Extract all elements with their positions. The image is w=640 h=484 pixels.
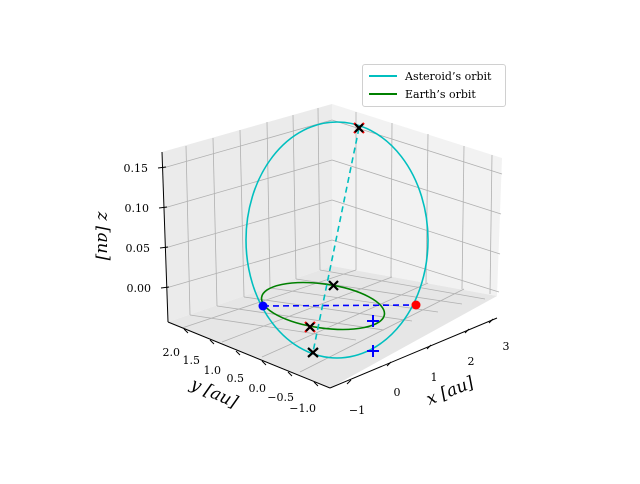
y-tick: 1.5 [183,354,201,367]
z-tick: 0.15 [124,162,149,175]
z-tick: 0.10 [125,202,150,215]
legend-swatch-asteroid [369,75,397,77]
pane-left [162,104,332,322]
legend-item-asteroid: Asteroid’s orbit [369,67,491,85]
node-line [312,127,360,353]
x-tick: 0 [394,386,401,399]
blue-plus-marker [367,315,379,327]
y-tick: 0.5 [227,372,245,385]
z-tick-labels: 0.15 0.10 0.05 0.00 [124,162,152,295]
earth-orbit [260,281,386,331]
legend: Asteroid’s orbit Earth’s orbit [362,64,506,107]
y-tick: 0.0 [249,382,267,395]
z-tick: 0.00 [127,282,152,295]
pane-right [332,104,502,296]
legend-swatch-earth [369,93,397,95]
legend-label-earth: Earth’s orbit [405,87,476,101]
aphelion-point [411,300,421,310]
z-axis-label: z [au] [93,211,113,261]
y-tick: 1.0 [204,364,222,377]
x-tick: 3 [503,340,510,353]
z-axis-line [161,151,169,323]
apsis-line [262,304,417,307]
black-x-marker [305,322,315,332]
black-x-marker [354,123,364,133]
black-x-marker [307,347,319,358]
y-tick-labels: 2.0 1.5 1.0 0.5 0.0 −0.5 −1.0 [163,346,317,415]
x-markers [304,122,365,358]
asteroid-orbit [245,121,429,359]
plus-markers [367,315,379,357]
x-tick-labels: −1 0 1 2 3 [349,340,510,417]
legend-item-earth: Earth’s orbit [369,85,476,103]
y-tick: −1.0 [289,402,316,415]
y-axis-line [167,321,331,389]
grid-lines [162,107,503,373]
perihelion-point [258,301,268,311]
z-tick: 0.05 [126,242,151,255]
blue-plus-marker [367,345,379,357]
y-tick: 2.0 [163,346,181,359]
x-tick: 2 [468,355,475,368]
legend-label-asteroid: Asteroid’s orbit [405,69,492,83]
x-tick: −1 [349,404,365,417]
y-tick: −0.5 [267,391,294,404]
x-axis-line [329,317,498,389]
x-tick: 1 [431,371,438,384]
axis-lines [157,151,498,389]
black-x-marker [328,280,339,291]
